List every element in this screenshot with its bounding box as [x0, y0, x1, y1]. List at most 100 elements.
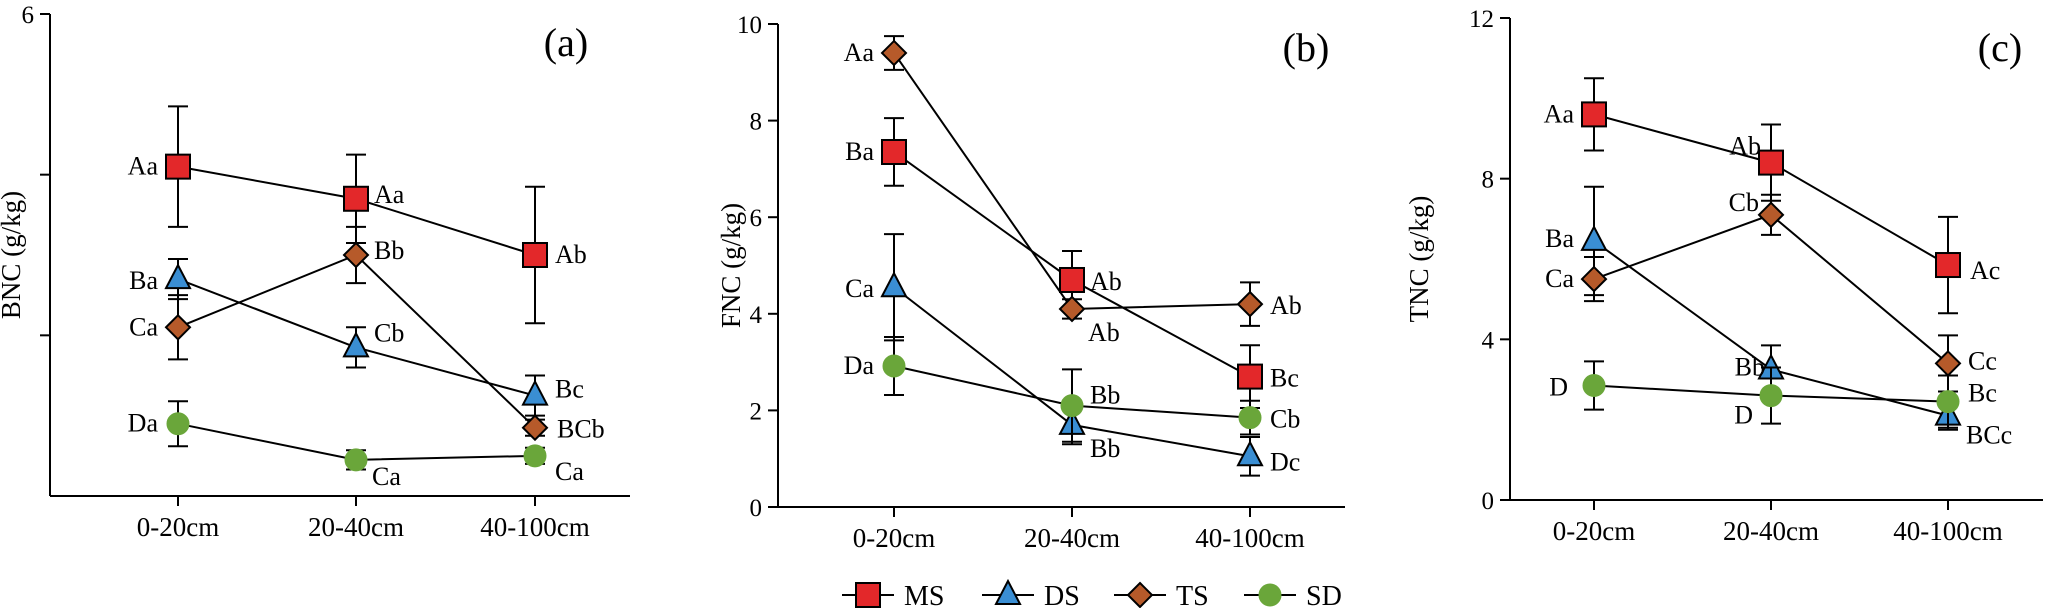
y-tick-label: 8 — [1482, 167, 1495, 194]
data-label: Aa — [374, 180, 405, 209]
data-point-ms — [1581, 101, 1607, 128]
data-point-ms — [343, 185, 369, 212]
data-label: Bb — [1090, 381, 1120, 410]
data-label: Bb — [1090, 434, 1120, 463]
legend: MS DS TS SD — [842, 578, 1342, 608]
y-tick-label: 6 — [750, 205, 763, 232]
y-axis-label: FNC (g/kg) — [716, 203, 746, 328]
data-point-ts — [1934, 350, 1962, 377]
chart-panel-3: 0 4 8 12 0-20cm 20-40cm 40-100cm TNC (g/kg) (c) A… — [1404, 6, 2043, 546]
data-point-sd — [1582, 374, 1606, 398]
data-label: Cb — [374, 318, 404, 347]
data-label: Aa — [1544, 99, 1575, 128]
x-tick-label: 40-100cm — [480, 512, 589, 542]
chart-panel-1: 6 0-20cm 20-40cm 40-100cm BNC (g/kg) (a) Aa Aa A… — [0, 2, 630, 542]
data-label: Ab — [1090, 267, 1122, 296]
data-point-ds — [164, 262, 192, 290]
y-axis-label: BNC (g/kg) — [0, 191, 26, 319]
data-label: Ac — [1970, 256, 2000, 285]
data-point-sd — [1060, 394, 1084, 418]
data-label: D — [1549, 373, 1568, 402]
data-point-ts — [164, 313, 192, 341]
data-label: Ba — [845, 137, 874, 166]
data-point-ts — [1580, 265, 1608, 293]
legend-marker-ms — [855, 582, 881, 608]
x-tick-label: 40-100cm — [1195, 523, 1304, 553]
data-label: Bc — [555, 375, 584, 404]
x-tick-label: 0-20cm — [137, 512, 219, 542]
legend-label: SD — [1306, 581, 1342, 608]
data-label: Ca — [1545, 264, 1574, 293]
data-label: Da — [128, 409, 159, 438]
chart-panel-2: 0 2 4 6 8 10 0-20cm 20-40cm 40-100cm FNC (g/kg) (b… — [716, 12, 1345, 553]
data-label: Bc — [1270, 364, 1299, 393]
y-tick-label: 4 — [750, 302, 763, 329]
data-label: Bc — [1968, 379, 1997, 408]
data-point-sd — [1759, 384, 1783, 408]
y-tick-label: 8 — [750, 109, 763, 136]
data-point-ms — [165, 153, 191, 180]
data-point-sd — [166, 412, 190, 436]
data-point-ds — [1580, 224, 1608, 251]
data-label: Cb — [1270, 405, 1300, 434]
data-point-ms — [1758, 149, 1784, 176]
data-point-ms — [522, 242, 548, 268]
x-tick-label: 40-100cm — [1893, 516, 2002, 546]
data-point-ds — [521, 379, 549, 406]
data-label: Cc — [1968, 346, 1997, 375]
y-tick-label: 4 — [1482, 327, 1495, 354]
data-label: Ab — [1270, 291, 1302, 320]
data-label: Aa — [844, 38, 875, 67]
data-point-ms — [1237, 363, 1263, 390]
y-tick-label: 0 — [750, 495, 763, 522]
data-point-ts — [1757, 201, 1785, 229]
panel-label: (b) — [1283, 25, 1330, 70]
data-label: Ab — [555, 240, 587, 269]
data-label: Bb — [374, 236, 404, 265]
data-label: Bb — [1735, 352, 1765, 381]
x-tick-label: 20-40cm — [1723, 516, 1819, 546]
data-label: BCb — [557, 415, 605, 444]
data-label: Ba — [129, 266, 158, 295]
panel-label: (a) — [544, 20, 588, 65]
data-point-sd — [882, 354, 906, 378]
data-label: Dc — [1270, 447, 1300, 476]
x-tick-label: 20-40cm — [308, 512, 404, 542]
legend-label: MS — [904, 581, 944, 608]
data-label: BCc — [1966, 421, 2012, 450]
y-tick-label: 2 — [750, 398, 763, 425]
data-label: D — [1734, 401, 1753, 430]
data-label: Ab — [1088, 318, 1120, 347]
data-label: Cb — [1729, 188, 1759, 217]
data-label: Aa — [128, 152, 159, 181]
y-tick-label: 0 — [1482, 488, 1495, 515]
data-point-ds — [1236, 440, 1264, 467]
legend-marker-ts — [1126, 581, 1154, 608]
data-point-ds — [342, 331, 370, 358]
x-tick-label: 0-20cm — [1553, 516, 1635, 546]
data-point-ts — [1058, 295, 1086, 323]
y-tick-label: 6 — [22, 2, 35, 29]
data-point-sd — [1238, 406, 1262, 430]
data-point-sd — [523, 444, 547, 468]
x-tick-label: 20-40cm — [1024, 523, 1120, 553]
legend-marker-ds — [994, 578, 1022, 605]
data-point-ts — [521, 414, 549, 442]
data-point-sd — [1936, 390, 1960, 414]
x-tick-label: 0-20cm — [853, 523, 935, 553]
y-tick-label: 10 — [737, 12, 762, 39]
data-point-sd — [344, 448, 368, 472]
data-label: Ab — [1729, 132, 1761, 161]
data-point-ds — [880, 271, 908, 298]
legend-marker-sd — [1258, 583, 1282, 607]
data-point-ms — [1059, 266, 1085, 293]
data-label: Da — [844, 351, 875, 380]
series-line-ts — [1593, 213, 1949, 365]
data-label: Ca — [845, 274, 874, 303]
y-tick-label: 12 — [1469, 6, 1494, 33]
data-label: Ca — [372, 462, 401, 491]
data-point-ms — [881, 138, 907, 165]
data-label: Ca — [555, 457, 584, 486]
legend-label: TS — [1176, 581, 1209, 608]
